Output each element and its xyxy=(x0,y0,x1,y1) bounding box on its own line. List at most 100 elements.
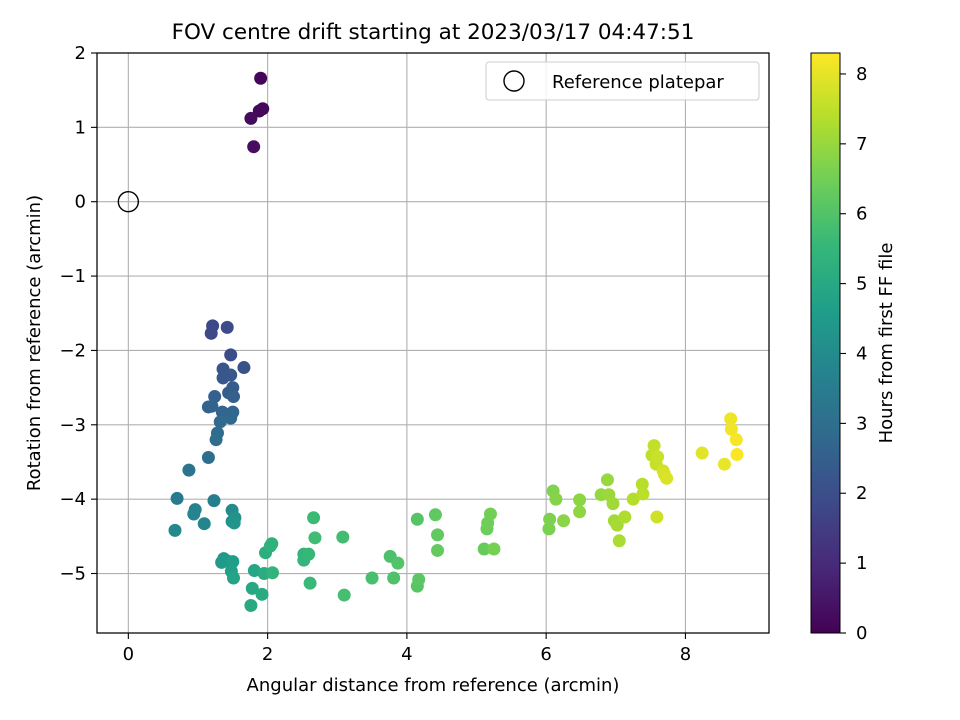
data-point xyxy=(431,528,445,542)
data-point xyxy=(245,581,259,595)
data-point xyxy=(724,412,738,426)
data-point xyxy=(168,523,182,537)
data-point xyxy=(227,516,241,530)
data-point xyxy=(247,564,261,578)
data-point xyxy=(182,463,196,477)
y-tick-label: −1 xyxy=(59,266,86,287)
data-point xyxy=(244,111,258,125)
colorbar-tick-label: 0 xyxy=(856,623,867,644)
data-point xyxy=(336,530,350,544)
data-point xyxy=(618,510,632,524)
data-point xyxy=(557,514,571,528)
data-point xyxy=(612,534,626,548)
data-point xyxy=(224,411,238,425)
reference-point-marker xyxy=(117,191,140,213)
colorbar-gradient xyxy=(810,52,841,634)
data-point xyxy=(170,491,184,505)
x-tick-label: 4 xyxy=(401,644,412,665)
data-points xyxy=(168,71,744,612)
data-point xyxy=(487,542,501,556)
data-point xyxy=(660,471,674,485)
y-tick-label: −4 xyxy=(59,489,86,510)
x-tick-label: 0 xyxy=(123,644,134,665)
data-point xyxy=(543,512,557,526)
data-point xyxy=(600,473,614,487)
data-point xyxy=(201,451,215,465)
colorbar-tick-label: 2 xyxy=(856,483,867,504)
colorbar-label: Hours from first FF file xyxy=(876,243,897,444)
data-point xyxy=(255,587,269,601)
data-point xyxy=(337,588,351,602)
data-point xyxy=(307,511,321,525)
plot-frame xyxy=(96,52,770,634)
colorbar-tick-label: 1 xyxy=(856,553,867,574)
data-point xyxy=(205,399,219,413)
data-point xyxy=(387,571,401,585)
data-point xyxy=(650,510,664,524)
x-tick-label: 2 xyxy=(262,644,273,665)
colorbar-tick-label: 3 xyxy=(856,413,867,434)
data-point xyxy=(647,439,661,453)
data-point xyxy=(237,361,251,375)
colorbar-ticks: 0 1 2 3 4 5 6 7 8 xyxy=(840,64,867,644)
data-point xyxy=(365,571,379,585)
colorbar-tick-label: 8 xyxy=(856,64,867,85)
data-point xyxy=(254,71,268,85)
data-point xyxy=(207,494,221,508)
data-point xyxy=(308,531,322,545)
data-point xyxy=(724,422,738,436)
data-point xyxy=(204,326,218,340)
data-point xyxy=(730,448,744,462)
y-axis-label: Rotation from reference (arcmin) xyxy=(24,195,45,491)
x-axis-label: Angular distance from reference (arcmin) xyxy=(247,675,620,696)
data-point xyxy=(573,493,587,507)
data-point xyxy=(610,518,624,532)
y-tick-label: −3 xyxy=(59,415,86,436)
colorbar-tick-label: 5 xyxy=(856,274,867,295)
data-point xyxy=(573,505,587,519)
x-tick-label: 6 xyxy=(540,644,551,665)
data-point xyxy=(197,517,211,531)
y-tick-label: 2 xyxy=(75,43,86,64)
data-point xyxy=(695,446,709,460)
colorbar-tick-label: 4 xyxy=(856,343,867,364)
legend: Reference platepar xyxy=(485,61,760,101)
y-tick-label: −2 xyxy=(59,340,86,361)
data-point xyxy=(542,522,556,536)
data-point xyxy=(635,477,649,491)
data-point xyxy=(263,539,277,553)
data-point xyxy=(247,140,261,154)
legend-entry-label: Reference platepar xyxy=(552,72,724,93)
data-point xyxy=(626,492,640,506)
data-point xyxy=(606,497,620,511)
data-point xyxy=(483,507,497,521)
data-point xyxy=(187,507,201,521)
colorbar: 0 1 2 3 4 5 6 7 8 Hours from first FF file xyxy=(810,52,897,644)
data-point xyxy=(220,320,234,334)
chart-title: FOV centre drift starting at 2023/03/17 … xyxy=(172,20,695,45)
colorbar-tick-label: 6 xyxy=(856,204,867,225)
data-point xyxy=(226,571,240,585)
reference-marker xyxy=(117,191,140,213)
data-point xyxy=(651,450,665,464)
data-point xyxy=(209,433,223,447)
data-point xyxy=(226,555,240,569)
legend-box xyxy=(485,61,760,101)
data-point xyxy=(302,547,316,561)
legend-marker-icon xyxy=(503,70,525,92)
y-tick-label: 0 xyxy=(75,192,86,213)
data-point xyxy=(226,390,240,404)
data-point xyxy=(412,572,426,586)
data-point xyxy=(303,576,317,590)
colorbar-tick-label: 7 xyxy=(856,134,867,155)
data-point xyxy=(213,415,227,429)
data-point xyxy=(549,492,563,506)
data-point xyxy=(410,512,424,526)
data-point xyxy=(244,598,258,612)
y-axis-ticks: −5 −4 −3 −2 −1 0 1 2 xyxy=(59,43,97,585)
y-tick-label: −5 xyxy=(59,564,86,585)
data-point xyxy=(431,543,445,557)
data-point xyxy=(729,433,743,447)
y-tick-label: 1 xyxy=(75,117,86,138)
